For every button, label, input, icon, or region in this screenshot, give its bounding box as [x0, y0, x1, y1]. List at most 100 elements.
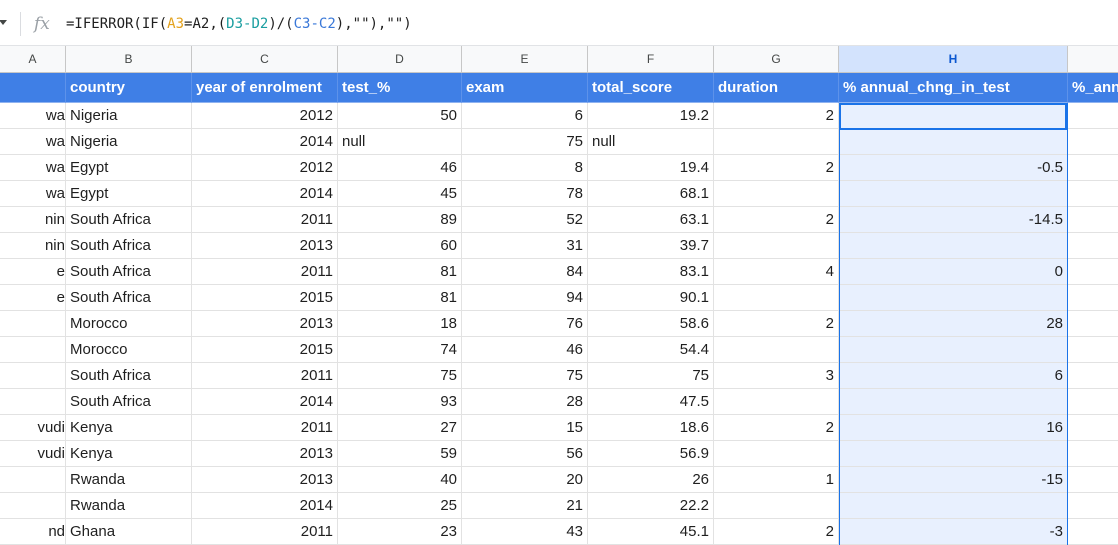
cell[interactable]: 45.1 — [588, 519, 714, 545]
cell[interactable]: 59 — [338, 441, 462, 467]
header-cell[interactable]: %_annual_chng_in_exam — [1068, 73, 1118, 103]
cell[interactable]: 94 — [462, 285, 588, 311]
cell[interactable]: 18 — [338, 311, 462, 337]
cell[interactable]: 2011 — [192, 259, 338, 285]
cell[interactable]: South Africa — [66, 233, 192, 259]
cell[interactable]: 2 — [714, 415, 839, 441]
cell[interactable]: 40 — [338, 467, 462, 493]
header-cell[interactable]: duration — [714, 73, 839, 103]
cell[interactable]: Egypt — [66, 181, 192, 207]
cell[interactable] — [714, 129, 839, 155]
cell[interactable]: 2014 — [192, 493, 338, 519]
cell[interactable]: South Africa — [66, 389, 192, 415]
cell[interactable] — [714, 285, 839, 311]
cell[interactable]: 68.1 — [588, 181, 714, 207]
column-header-e[interactable]: E — [462, 46, 588, 73]
cell[interactable]: Rwanda — [66, 467, 192, 493]
cell[interactable]: 2014 — [192, 389, 338, 415]
cell[interactable]: 60 — [338, 233, 462, 259]
cell[interactable]: 2013 — [192, 467, 338, 493]
column-header-next[interactable] — [1068, 46, 1118, 73]
cell[interactable]: 58.6 — [588, 311, 714, 337]
cell[interactable]: 54.4 — [588, 337, 714, 363]
column-header-g[interactable]: G — [714, 46, 839, 73]
cell[interactable]: 63.1 — [588, 207, 714, 233]
cell[interactable] — [714, 389, 839, 415]
cell[interactable] — [1068, 155, 1118, 181]
cell[interactable]: 76 — [462, 311, 588, 337]
header-cell[interactable]: year of enrolment — [192, 73, 338, 103]
cell[interactable] — [839, 103, 1068, 129]
column-header-h[interactable]: H — [839, 46, 1068, 73]
cell[interactable]: 15 — [462, 415, 588, 441]
cell[interactable]: nd — [0, 519, 66, 545]
cell[interactable]: 52 — [462, 207, 588, 233]
cell[interactable]: 2 — [714, 207, 839, 233]
cell[interactable]: wa — [0, 155, 66, 181]
cell[interactable]: 2013 — [192, 441, 338, 467]
column-header-c[interactable]: C — [192, 46, 338, 73]
cell[interactable]: 25 — [338, 493, 462, 519]
cell[interactable]: -0.5 — [839, 155, 1068, 181]
cell[interactable]: 19.2 — [588, 103, 714, 129]
cell[interactable]: 43 — [462, 519, 588, 545]
cell[interactable]: 47.5 — [588, 389, 714, 415]
cell[interactable]: 6 — [839, 363, 1068, 389]
cell[interactable]: Morocco — [66, 337, 192, 363]
cell[interactable]: Morocco — [66, 311, 192, 337]
header-cell[interactable]: country — [66, 73, 192, 103]
cell[interactable]: vudi — [0, 441, 66, 467]
cell[interactable]: Kenya — [66, 441, 192, 467]
cell[interactable]: 75 — [588, 363, 714, 389]
cell[interactable]: 2014 — [192, 181, 338, 207]
cell[interactable]: 28 — [462, 389, 588, 415]
cell[interactable]: 46 — [338, 155, 462, 181]
cell[interactable] — [1068, 337, 1118, 363]
cell[interactable] — [839, 441, 1068, 467]
cell[interactable]: 27 — [338, 415, 462, 441]
cell[interactable]: 2012 — [192, 155, 338, 181]
cell[interactable]: 6 — [462, 103, 588, 129]
cell[interactable] — [0, 363, 66, 389]
cell[interactable]: 22.2 — [588, 493, 714, 519]
cell[interactable]: -15 — [839, 467, 1068, 493]
header-cell[interactable] — [0, 73, 66, 103]
cell[interactable]: Kenya — [66, 415, 192, 441]
cell[interactable] — [0, 337, 66, 363]
cell[interactable]: Egypt — [66, 155, 192, 181]
cell[interactable]: nin — [0, 233, 66, 259]
cell[interactable]: 8 — [462, 155, 588, 181]
formula-input[interactable]: =IFERROR(IF(A3=A2,(D3-D2)/(C3-C2),""),""… — [66, 16, 412, 32]
cell[interactable]: 3 — [714, 363, 839, 389]
cell[interactable] — [839, 389, 1068, 415]
header-cell[interactable]: exam — [462, 73, 588, 103]
cell[interactable]: 81 — [338, 285, 462, 311]
cell[interactable] — [1068, 363, 1118, 389]
cell[interactable]: 39.7 — [588, 233, 714, 259]
cell[interactable]: 20 — [462, 467, 588, 493]
cell[interactable]: 74 — [338, 337, 462, 363]
cell[interactable] — [1068, 415, 1118, 441]
cell[interactable]: 2014 — [192, 129, 338, 155]
cell[interactable] — [839, 129, 1068, 155]
column-header-d[interactable]: D — [338, 46, 462, 73]
cell[interactable] — [839, 493, 1068, 519]
cell[interactable]: 2011 — [192, 519, 338, 545]
cell[interactable]: 21 — [462, 493, 588, 519]
cell[interactable]: -3 — [839, 519, 1068, 545]
cell[interactable]: -14.5 — [839, 207, 1068, 233]
cell[interactable]: e — [0, 285, 66, 311]
cell[interactable] — [1068, 181, 1118, 207]
cell[interactable]: 2011 — [192, 415, 338, 441]
cell[interactable] — [1068, 103, 1118, 129]
cell[interactable]: 18.6 — [588, 415, 714, 441]
cell[interactable]: South Africa — [66, 363, 192, 389]
header-cell[interactable]: test_% — [338, 73, 462, 103]
cell[interactable]: 50 — [338, 103, 462, 129]
cell[interactable]: South Africa — [66, 285, 192, 311]
cell[interactable]: nin — [0, 207, 66, 233]
cell[interactable]: 2011 — [192, 207, 338, 233]
cell[interactable]: 23 — [338, 519, 462, 545]
column-header-a[interactable]: A — [0, 46, 66, 73]
cell[interactable] — [839, 181, 1068, 207]
